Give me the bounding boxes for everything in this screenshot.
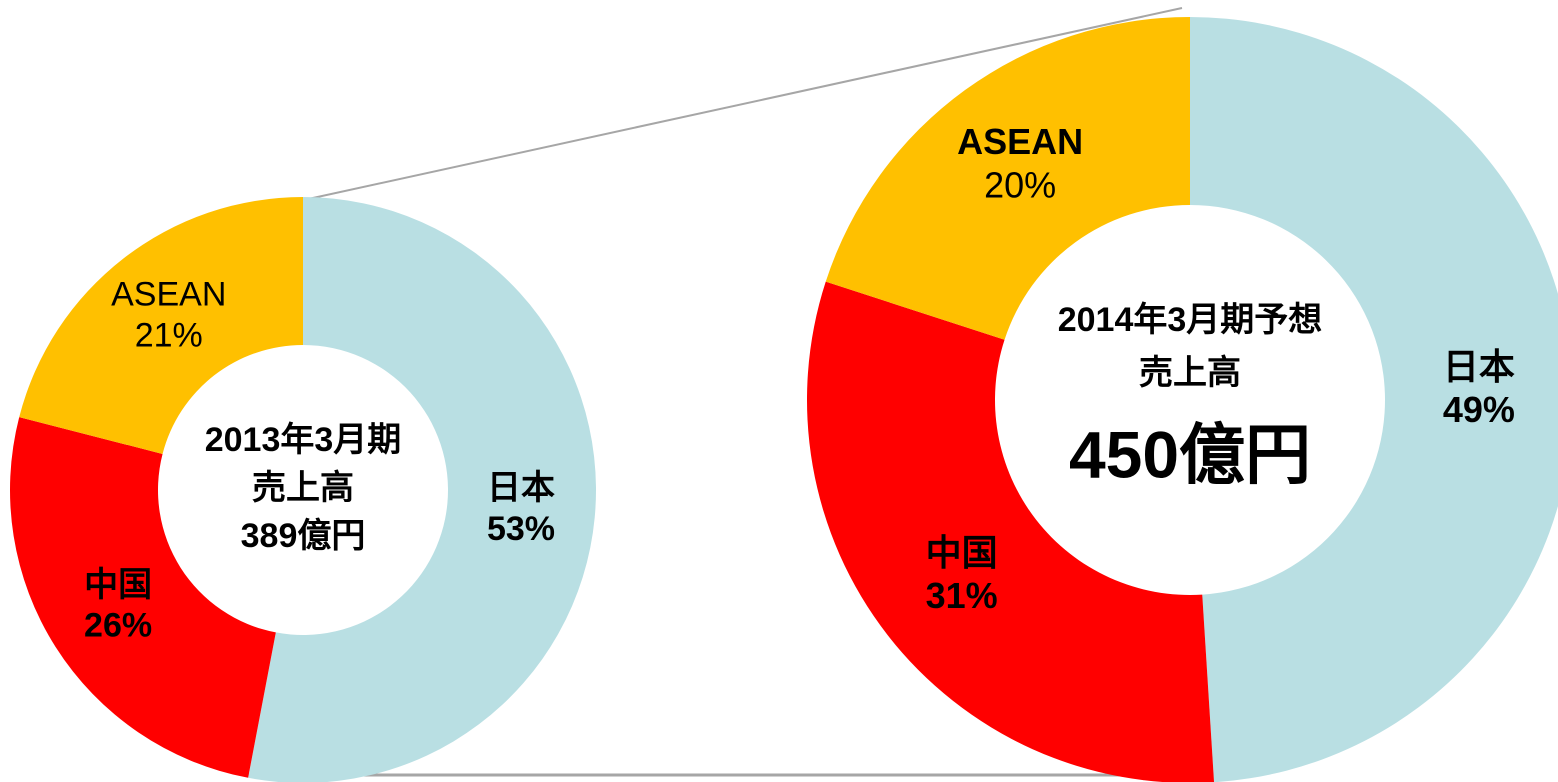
slice-value-label: 20% (984, 164, 1056, 205)
slice-value-label: 21% (135, 316, 203, 354)
donut-slice (19, 197, 303, 454)
slice-value-label: 53% (487, 510, 555, 548)
slice-name: ASEAN (111, 276, 226, 314)
slice-name: 中国 (84, 566, 152, 604)
center-label: 売上高 (1139, 354, 1241, 392)
slice-name: ASEAN (957, 121, 1083, 162)
donut-slice (1190, 17, 1558, 782)
slice-name: 中国 (926, 532, 998, 573)
center-label: 2014年3月期予想 (1058, 301, 1323, 339)
donut-slice (807, 281, 1215, 782)
center-label: 2013年3月期 (205, 421, 402, 459)
slice-value-label: 26% (84, 607, 152, 645)
donut-slice (9, 417, 276, 778)
slice-name: 日本 (487, 469, 555, 507)
slice-value-label: 49% (1443, 389, 1515, 430)
center-label: 450億円 (1069, 417, 1311, 491)
center-label: 売上高 (252, 469, 354, 507)
slice-value-label: 31% (926, 575, 998, 616)
slice-name: 日本 (1443, 346, 1515, 387)
donut-slice (248, 197, 596, 782)
center-label: 389億円 (241, 517, 366, 555)
donut-slice (825, 17, 1190, 340)
connector-line (289, 7, 1183, 204)
